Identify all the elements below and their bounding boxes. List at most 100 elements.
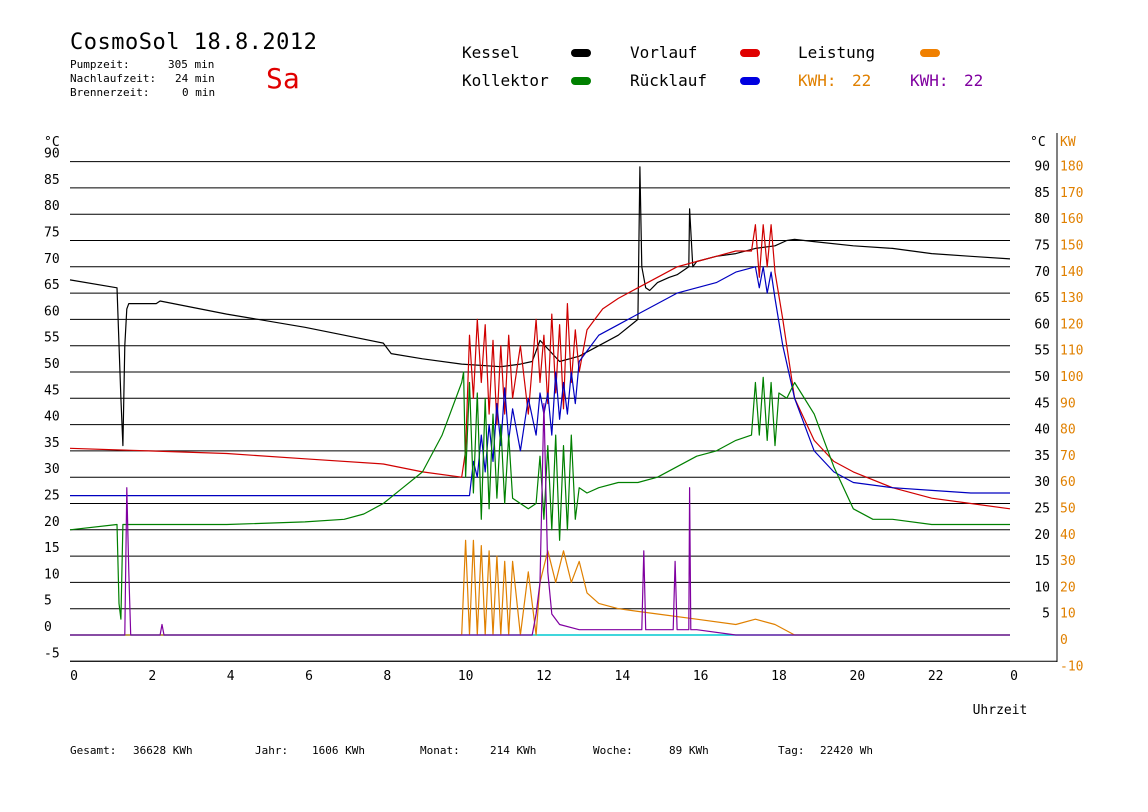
footer-tag-value: 22420 Wh <box>820 744 873 757</box>
footer-gesamt-label: Gesamt: <box>70 744 117 757</box>
brennerzeit-value: 0 min <box>182 86 216 99</box>
x-tick: 0 <box>1010 669 1018 684</box>
y-tick-right: 85 <box>1034 186 1050 201</box>
chart-title: CosmoSol 18.8.2012 <box>70 30 318 55</box>
pumpzeit-value: 305 min <box>168 58 215 71</box>
y-axis-unit-left: °C <box>44 135 60 150</box>
y-tick-power: 90 <box>1060 396 1076 411</box>
footer-woche-label: Woche: <box>593 744 633 757</box>
series-line <box>70 539 1010 636</box>
footer-jahr-label: Jahr: <box>255 744 289 757</box>
x-axis-label: Uhrzeit <box>973 703 1028 718</box>
y-tick-power: 80 <box>1060 423 1076 438</box>
y-tick-right: 50 <box>1034 370 1050 385</box>
y-tick-left: 25 <box>44 489 60 504</box>
y-tick-right: 80 <box>1034 212 1050 227</box>
y-tick-left: 75 <box>44 226 60 241</box>
brennerzeit-label: Brennerzeit: <box>70 86 150 99</box>
legend-leistung: Leistung <box>798 43 876 62</box>
y-tick-left: 55 <box>44 331 60 346</box>
y-tick-right: 25 <box>1034 502 1050 517</box>
legend-kwh2-label: KWH: <box>910 71 949 90</box>
x-tick: 10 <box>458 669 474 684</box>
nachlaufzeit-label: Nachlaufzeit: <box>70 72 157 85</box>
y-tick-right: 75 <box>1034 239 1050 254</box>
y-tick-power: 60 <box>1060 475 1076 490</box>
legend-kessel: Kessel <box>462 43 520 62</box>
y-tick-left: 30 <box>44 462 60 477</box>
y-tick-right: 10 <box>1034 580 1050 595</box>
y-tick-left: 5 <box>44 594 52 609</box>
y-tick-right: 55 <box>1034 344 1050 359</box>
y-tick-left: 15 <box>44 541 60 556</box>
y-tick-right: 90 <box>1034 160 1050 175</box>
y-tick-left: 65 <box>44 278 60 293</box>
y-tick-power: 180 <box>1060 160 1083 175</box>
x-tick: 8 <box>383 669 391 684</box>
y-tick-left: 20 <box>44 515 60 530</box>
y-tick-power: 160 <box>1060 212 1083 227</box>
y-tick-left: 0 <box>44 620 52 635</box>
footer-woche-value: 89 KWh <box>669 744 709 757</box>
y-axis-unit-power: KW <box>1060 135 1076 150</box>
day-label: Sa <box>266 62 300 95</box>
y-tick-right: 35 <box>1034 449 1050 464</box>
legend-kollektor: Kollektor <box>462 71 549 90</box>
x-tick: 2 <box>148 669 156 684</box>
legend-kollektor-swatch <box>571 77 591 85</box>
x-tick: 18 <box>771 669 787 684</box>
legend-kwh1-value: 22 <box>852 71 872 90</box>
legend-vorlauf-swatch <box>740 49 760 57</box>
footer-jahr-value: 1606 KWh <box>312 744 365 757</box>
y-tick-right: 15 <box>1034 554 1050 569</box>
y-tick-right: 60 <box>1034 317 1050 332</box>
y-tick-right: 45 <box>1034 396 1050 411</box>
y-tick-power: 120 <box>1060 317 1083 332</box>
y-tick-left: -5 <box>44 646 60 661</box>
y-tick-left: 85 <box>44 173 60 188</box>
y-tick-left: 45 <box>44 383 60 398</box>
y-tick-power: 110 <box>1060 344 1083 359</box>
y-tick-power: 10 <box>1060 607 1076 622</box>
x-tick: 20 <box>850 669 866 684</box>
x-tick: 14 <box>615 669 631 684</box>
x-tick: 6 <box>305 669 313 684</box>
x-tick: 4 <box>227 669 235 684</box>
y-tick-power: 150 <box>1060 239 1083 254</box>
footer-monat-label: Monat: <box>420 744 460 757</box>
y-tick-left: 10 <box>44 567 60 582</box>
y-tick-right: 70 <box>1034 265 1050 280</box>
y-tick-power: 130 <box>1060 291 1083 306</box>
series-line <box>70 403 1010 636</box>
y-tick-power: -10 <box>1060 659 1083 674</box>
y-tick-right: 65 <box>1034 291 1050 306</box>
legend-kessel-swatch <box>571 49 591 57</box>
legend-ruecklauf: Rücklauf <box>630 71 708 90</box>
pumpzeit-label: Pumpzeit: <box>70 58 130 71</box>
y-tick-power: 40 <box>1060 528 1076 543</box>
y-tick-left: 40 <box>44 410 60 425</box>
y-tick-left: 80 <box>44 199 60 214</box>
nachlaufzeit-value: 24 min <box>175 72 215 85</box>
y-tick-power: 140 <box>1060 265 1083 280</box>
legend-vorlauf: Vorlauf <box>630 43 698 62</box>
y-tick-right: 40 <box>1034 423 1050 438</box>
y-tick-power: 30 <box>1060 554 1076 569</box>
legend-kwh1-label: KWH: <box>798 71 837 90</box>
y-tick-left: 60 <box>44 304 60 319</box>
footer-gesamt-value: 36628 KWh <box>133 744 193 757</box>
legend-leistung-swatch <box>920 49 940 57</box>
y-tick-power: 20 <box>1060 580 1076 595</box>
y-tick-right: 20 <box>1034 528 1050 543</box>
x-tick: 22 <box>928 669 944 684</box>
x-tick: 12 <box>536 669 552 684</box>
y-tick-left: 70 <box>44 252 60 267</box>
footer-monat-value: 214 KWh <box>490 744 537 757</box>
footer-tag-label: Tag: <box>778 744 805 757</box>
y-tick-right: 30 <box>1034 475 1050 490</box>
legend-kwh2-value: 22 <box>964 71 984 90</box>
y-tick-right: 5 <box>1042 607 1050 622</box>
legend-ruecklauf-swatch <box>740 77 760 85</box>
series-line <box>69 224 1011 510</box>
